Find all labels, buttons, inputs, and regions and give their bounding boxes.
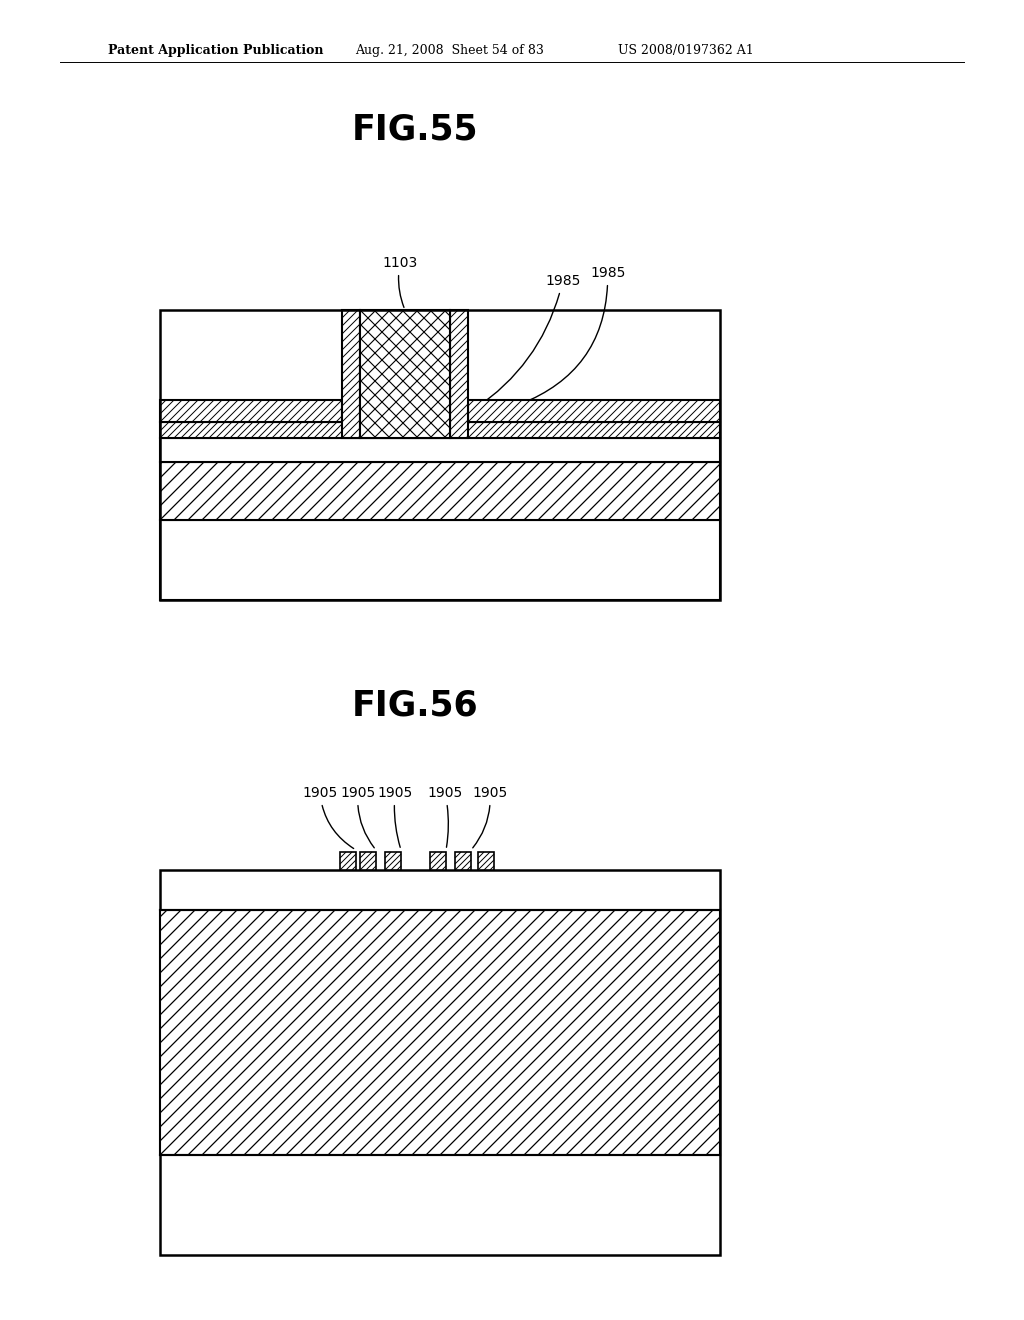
Text: 1905: 1905 [378, 785, 413, 847]
Bar [160, 438, 720, 462]
Bar [160, 422, 720, 438]
Text: US 2008/0197362 A1: US 2008/0197362 A1 [618, 44, 754, 57]
Bar [430, 851, 446, 870]
Text: FIG.55: FIG.55 [352, 112, 478, 147]
Bar [360, 310, 450, 438]
Bar [160, 909, 720, 1155]
Bar [455, 851, 471, 870]
Text: 1103: 1103 [382, 256, 418, 308]
Bar [160, 400, 342, 422]
Text: 1985: 1985 [475, 275, 581, 408]
Bar [360, 851, 376, 870]
Bar [160, 520, 720, 601]
Text: 1905: 1905 [302, 785, 353, 849]
Text: 1905: 1905 [340, 785, 376, 847]
Text: Patent Application Publication: Patent Application Publication [108, 44, 324, 57]
Text: 1985: 1985 [520, 267, 626, 404]
Bar [450, 310, 468, 438]
Bar [468, 400, 720, 422]
Text: 1905: 1905 [427, 785, 463, 847]
Text: FIG.56: FIG.56 [351, 688, 478, 722]
Text: Aug. 21, 2008  Sheet 54 of 83: Aug. 21, 2008 Sheet 54 of 83 [355, 44, 544, 57]
Bar [385, 851, 401, 870]
Bar [478, 851, 494, 870]
Bar [340, 851, 356, 870]
Bar [160, 870, 720, 1255]
Bar [342, 310, 360, 438]
Bar [160, 310, 720, 601]
Bar [160, 462, 720, 520]
Text: 1905: 1905 [472, 785, 508, 847]
